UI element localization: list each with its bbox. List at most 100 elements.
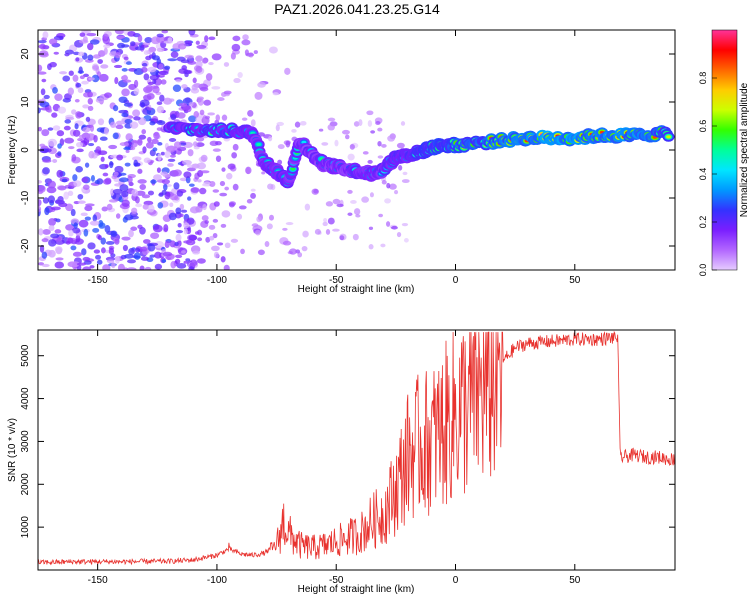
spectrogram-noise-blob bbox=[93, 249, 101, 254]
spectrogram-noise-blob bbox=[180, 59, 190, 64]
spectrogram-noise-blob bbox=[150, 179, 157, 184]
spectrogram-noise-blob bbox=[61, 178, 68, 183]
spectrogram-noise-blob bbox=[53, 35, 64, 41]
spectrogram-noise-blob bbox=[123, 102, 133, 107]
spectrogram-noise-blob bbox=[220, 256, 226, 263]
spectrogram-noise-blob bbox=[73, 51, 80, 56]
spectrogram-noise-blob bbox=[55, 257, 64, 261]
spectrogram-noise-blob bbox=[87, 242, 96, 250]
spectrogram-noise-blob bbox=[92, 214, 98, 222]
snr-x-axis: -150 -100 -50 0 50 bbox=[88, 330, 581, 586]
spectrogram-noise-blob bbox=[204, 220, 209, 224]
spectrogram-noise-blob bbox=[353, 208, 361, 215]
spectrogram-noise-blob bbox=[323, 218, 328, 223]
spectrogram-noise-blob bbox=[285, 140, 291, 148]
spectrogram-y-tick-label: 10 bbox=[20, 96, 31, 108]
spectrogram-noise-blob bbox=[82, 184, 90, 190]
spectrogram-noise-blob bbox=[121, 236, 131, 241]
spectrogram-noise-blob bbox=[253, 50, 258, 55]
spectrogram-noise-blob bbox=[160, 171, 169, 176]
spectrogram-noise-blob bbox=[251, 223, 259, 227]
spectrogram-noise-blob bbox=[212, 218, 219, 223]
spectrogram-noise-blob bbox=[208, 224, 216, 230]
spectrogram-noise-blob bbox=[75, 166, 83, 173]
spectrogram-noise-blob bbox=[193, 110, 200, 118]
spectrogram-noise-blob bbox=[257, 249, 265, 256]
spectrogram-noise-blob bbox=[256, 216, 262, 223]
spectrogram-noise-blob bbox=[208, 61, 214, 66]
spectrogram-noise-blob bbox=[164, 65, 171, 70]
spectrogram-noise-blob bbox=[212, 232, 218, 239]
spectrogram-noise-blob bbox=[169, 202, 174, 207]
spectrogram-noise-blob bbox=[84, 216, 91, 221]
spectrogram-noise-blob bbox=[89, 124, 95, 132]
spectrogram-noise-blob bbox=[224, 186, 230, 191]
spectrogram-noise-blob bbox=[118, 96, 128, 103]
spectrogram-noise-blob bbox=[228, 202, 235, 208]
spectrogram-noise-blob bbox=[133, 162, 141, 167]
spectrogram-noise-blob bbox=[38, 185, 46, 193]
spectrogram-noise-blob bbox=[137, 179, 147, 184]
spectrogram-noise-blob bbox=[82, 126, 91, 133]
spectrogram-noise-blob bbox=[148, 54, 153, 59]
spectrogram-noise-blob bbox=[217, 242, 224, 246]
spectrogram-noise-blob bbox=[221, 114, 228, 121]
spectrogram-noise-blob bbox=[192, 141, 198, 147]
spectrogram-noise-blob bbox=[110, 188, 115, 197]
spectrogram-noise-blob bbox=[217, 97, 225, 101]
spectrogram-noise-blob bbox=[173, 141, 182, 149]
spectrogram-noise-blob bbox=[54, 246, 63, 253]
spectrogram-noise-blob bbox=[97, 50, 106, 57]
spectrogram-noise-blob bbox=[282, 240, 292, 246]
spectrogram-ridge-core bbox=[256, 142, 262, 147]
spectrogram-noise-blob bbox=[150, 232, 160, 239]
spectrogram-noise-blob bbox=[76, 262, 87, 266]
spectrogram-noise-blob bbox=[173, 169, 182, 177]
spectrogram-noise-blob bbox=[64, 137, 75, 144]
spectrogram-noise-blob bbox=[88, 77, 95, 81]
spectrogram-noise-blob bbox=[192, 77, 197, 84]
spectrogram-noise-blob bbox=[102, 264, 111, 270]
spectrogram-noise-blob bbox=[78, 219, 89, 228]
spectrogram-noise-blob bbox=[147, 136, 152, 143]
spectrogram-noise-blob bbox=[94, 180, 100, 184]
spectrogram-ridge-layer bbox=[163, 121, 675, 189]
spectrogram-noise-blob bbox=[161, 189, 167, 195]
spectrogram-noise-blob bbox=[43, 94, 50, 100]
snr-x-tick-label: -150 bbox=[88, 575, 108, 586]
spectrogram-noise-blob bbox=[208, 235, 215, 241]
spectrogram-noise-blob bbox=[163, 183, 168, 191]
spectrogram-noise-blob bbox=[93, 134, 98, 143]
spectrogram-noise-blob bbox=[129, 41, 136, 47]
spectrogram-noise-blob bbox=[195, 40, 200, 45]
spectrogram-noise-blob bbox=[347, 153, 355, 161]
spectrogram-noise-blob bbox=[158, 70, 169, 76]
spectrogram-noise-blob bbox=[152, 224, 163, 233]
spectrogram-noise-blob bbox=[80, 212, 88, 217]
spectrogram-y-tick-label: -20 bbox=[20, 238, 31, 253]
spectrogram-noise-blob bbox=[103, 127, 109, 135]
spectrogram-noise-blob bbox=[266, 223, 273, 230]
spectrogram-noise-blob bbox=[345, 134, 350, 140]
spectrogram-noise-blob bbox=[100, 156, 105, 162]
spectrogram-noise-blob bbox=[116, 35, 126, 40]
spectrogram-noise-blob bbox=[167, 58, 178, 62]
spectrogram-noise-blob bbox=[128, 248, 135, 255]
spectrogram-noise-blob bbox=[336, 203, 344, 208]
spectrogram-noise-blob bbox=[245, 167, 251, 175]
spectrogram-noise-blob bbox=[230, 52, 236, 60]
spectrogram-noise-blob bbox=[70, 208, 76, 217]
colorbar-tick-label: 0.4 bbox=[698, 168, 708, 181]
snr-x-tick-label: -50 bbox=[329, 575, 344, 586]
spectrogram-noise-blob bbox=[74, 123, 79, 130]
spectrogram-noise-blob bbox=[129, 121, 139, 129]
spectrogram-noise-blob bbox=[128, 229, 134, 238]
spectrogram-noise-blob bbox=[207, 112, 215, 116]
spectrogram-noise-blob bbox=[183, 228, 188, 235]
spectrogram-noise-blob bbox=[147, 204, 155, 213]
spectrogram-noise-blob bbox=[167, 158, 176, 162]
colorbar-tick-label: 0.8 bbox=[698, 72, 708, 85]
spectrogram-noise-blob bbox=[174, 241, 179, 247]
spectrogram-noise-blob bbox=[327, 117, 336, 122]
